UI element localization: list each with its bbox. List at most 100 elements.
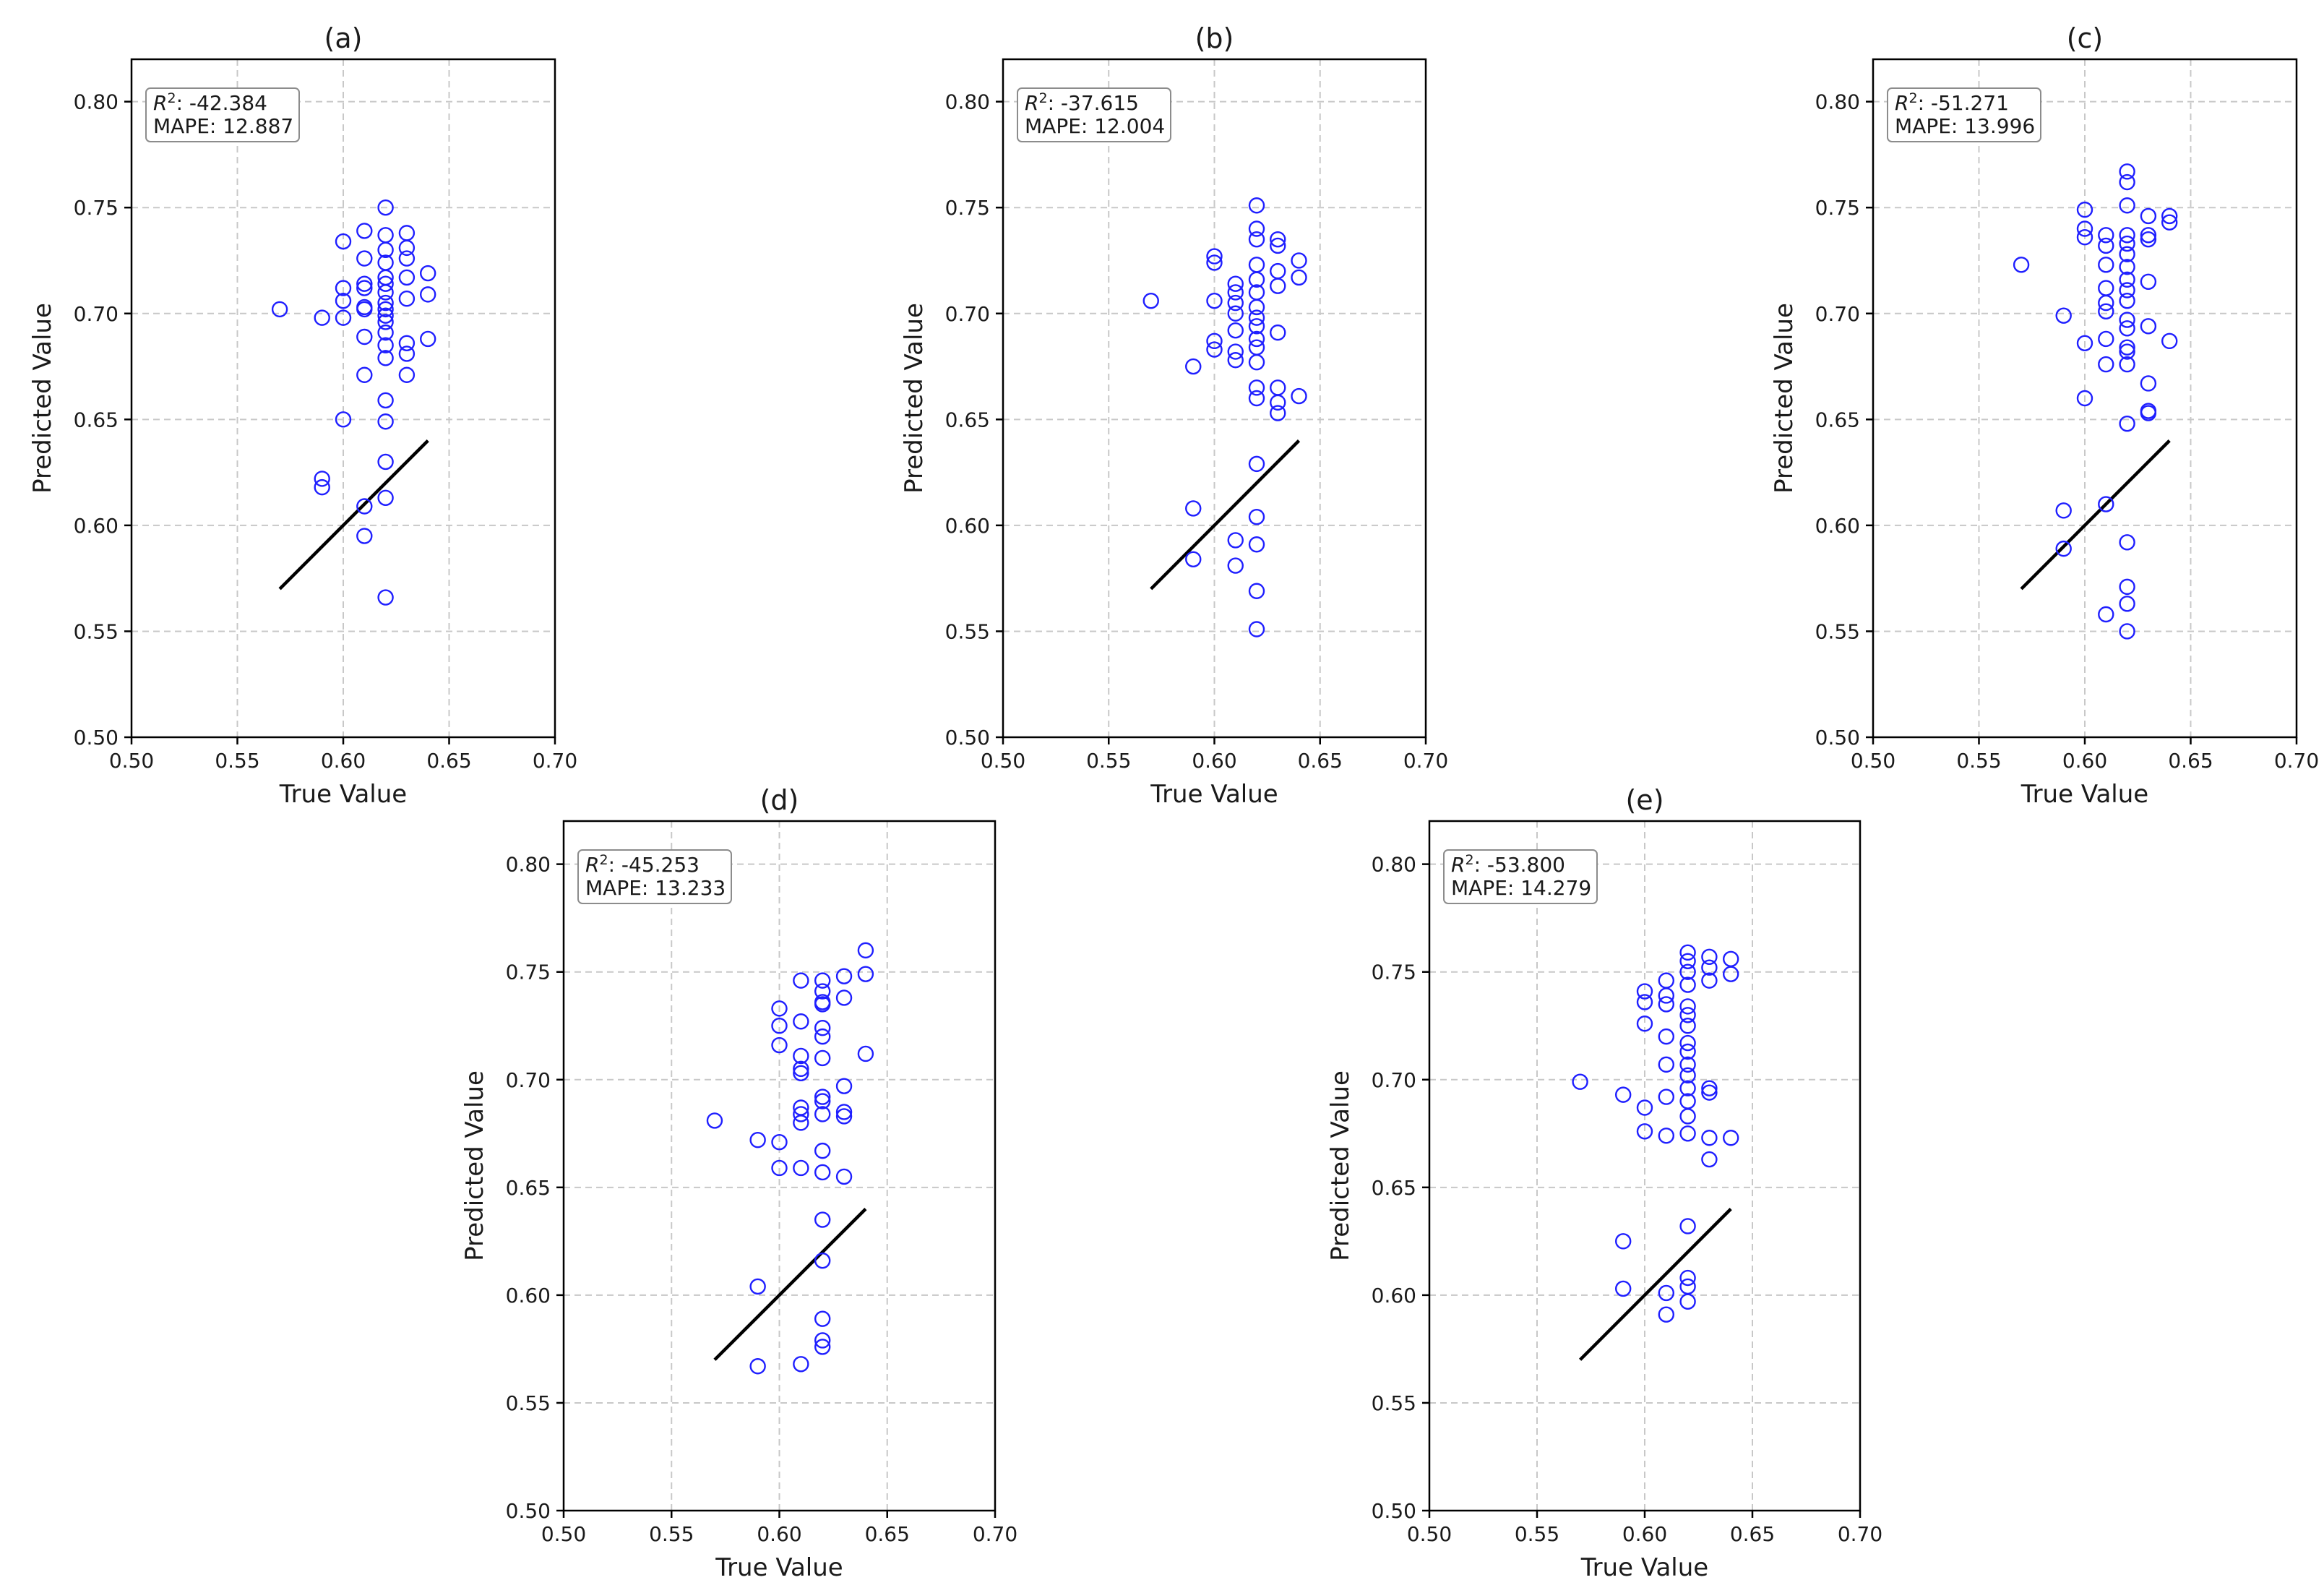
data-point xyxy=(1206,254,1223,271)
data-point xyxy=(1679,953,1696,969)
data-point xyxy=(1185,500,1202,517)
data-point xyxy=(356,223,373,239)
data-point xyxy=(2119,235,2135,252)
x-tick-label: 0.65 xyxy=(426,749,471,773)
stats-box xyxy=(577,849,732,904)
y-tick-label: 0.70 xyxy=(1372,1068,1416,1092)
data-point xyxy=(835,1078,853,1094)
data-point xyxy=(1227,294,1244,312)
chart-panel-4: 0.50 0.55 0.60 0.65 0.70 0.50 0.55 0.60 0.65 0.70… xyxy=(460,784,1017,1582)
data-point xyxy=(814,1049,831,1067)
data-point xyxy=(1270,231,1286,248)
data-point xyxy=(857,966,874,982)
data-point xyxy=(2161,332,2178,350)
y-tick-label: 0.50 xyxy=(1372,1499,1416,1523)
x-tick-label: 0.50 xyxy=(981,749,1025,773)
data-point xyxy=(1701,948,1718,966)
x-tick-label: 0.55 xyxy=(649,1522,694,1546)
data-point xyxy=(356,280,373,296)
data-point xyxy=(1722,1130,1739,1146)
y-tick-label: 0.65 xyxy=(74,408,119,431)
x-tick-label: 0.70 xyxy=(2274,749,2319,773)
x-tick-label: 0.50 xyxy=(1851,749,1895,773)
data-point xyxy=(1270,237,1286,254)
data-point xyxy=(2119,578,2135,596)
y-tick-label: 0.50 xyxy=(74,726,119,750)
data-point xyxy=(1679,1067,1696,1083)
reference-line xyxy=(713,1208,867,1361)
x-tick-label: 0.55 xyxy=(215,749,259,773)
x-tick-label: 0.65 xyxy=(865,1522,910,1546)
data-point xyxy=(793,1115,809,1131)
data-point xyxy=(398,366,416,383)
y-tick-label: 0.80 xyxy=(1372,853,1416,877)
y-tick-label: 0.55 xyxy=(1372,1391,1416,1415)
y-tick-label: 0.75 xyxy=(74,196,119,220)
data-point xyxy=(1679,1080,1696,1096)
data-point xyxy=(1679,1043,1696,1060)
y-axis-label: Predicted Value xyxy=(28,303,57,494)
data-point xyxy=(706,1112,723,1129)
data-point xyxy=(1248,508,1265,525)
y-tick-label: 0.80 xyxy=(74,90,119,114)
data-point xyxy=(377,301,394,318)
data-point xyxy=(814,1339,831,1355)
stats-box xyxy=(1017,87,1171,142)
data-point xyxy=(356,275,373,292)
y-tick-label: 0.50 xyxy=(1815,726,1860,750)
data-point xyxy=(398,250,416,267)
x-tick-label: 0.60 xyxy=(2062,749,2107,773)
data-point xyxy=(356,498,373,515)
data-point xyxy=(2119,271,2135,288)
data-point xyxy=(398,225,416,241)
data-point xyxy=(1701,1084,1718,1101)
data-point xyxy=(793,1047,809,1065)
data-point xyxy=(1227,275,1244,292)
data-point xyxy=(2055,307,2072,324)
data-point xyxy=(1227,557,1244,574)
data-point xyxy=(377,294,394,312)
data-point xyxy=(1658,972,1675,989)
data-point xyxy=(1636,1099,1653,1116)
x-tick-label: 0.50 xyxy=(1407,1522,1452,1546)
y-tick-label: 0.75 xyxy=(945,196,990,220)
data-point xyxy=(2119,173,2135,191)
data-point xyxy=(1142,292,1159,309)
y-tick-label: 0.55 xyxy=(1815,619,1860,643)
y-tick-label: 0.65 xyxy=(1815,408,1860,431)
y-tick-label: 0.60 xyxy=(506,1284,551,1308)
data-point xyxy=(793,1106,809,1122)
data-point xyxy=(1248,299,1265,316)
data-point xyxy=(2161,214,2178,231)
x-tick-label: 0.50 xyxy=(541,1522,586,1546)
data-point xyxy=(2140,318,2157,335)
data-point xyxy=(2076,390,2093,407)
data-point xyxy=(1636,983,1653,1000)
x-tick-label: 0.65 xyxy=(1298,749,1343,773)
data-point xyxy=(1679,963,1696,980)
data-point xyxy=(1679,944,1696,961)
y-tick-label: 0.70 xyxy=(1815,302,1860,326)
x-tick-label: 0.55 xyxy=(1956,749,2001,773)
mape-stat: MAPE: 12.887 xyxy=(153,114,293,138)
data-point xyxy=(1291,269,1307,286)
data-point xyxy=(2119,282,2135,299)
chart-panel-5: 0.50 0.55 0.60 0.65 0.70 0.50 0.55 0.60 0.65 0.70… xyxy=(1326,784,1882,1582)
y-tick-label: 0.80 xyxy=(1815,90,1860,114)
data-point xyxy=(2098,330,2114,348)
x-tick-label: 0.55 xyxy=(1515,1522,1559,1546)
data-point xyxy=(2119,343,2135,360)
plot-frame xyxy=(1428,820,1862,1512)
data-point xyxy=(2013,257,2030,273)
x-tick-label: 0.70 xyxy=(1838,1522,1882,1546)
data-point xyxy=(1658,1089,1675,1105)
plot-frame xyxy=(1002,58,1427,739)
data-point xyxy=(793,1356,809,1373)
data-point xyxy=(377,269,394,286)
y-axis-label: Predicted Value xyxy=(460,1070,489,1261)
y-tick-label: 0.75 xyxy=(1815,196,1860,220)
chart-title: (a) xyxy=(324,22,363,54)
data-point xyxy=(1270,278,1286,294)
reference-line xyxy=(1150,439,1301,591)
x-tick-label: 0.60 xyxy=(1192,749,1236,773)
